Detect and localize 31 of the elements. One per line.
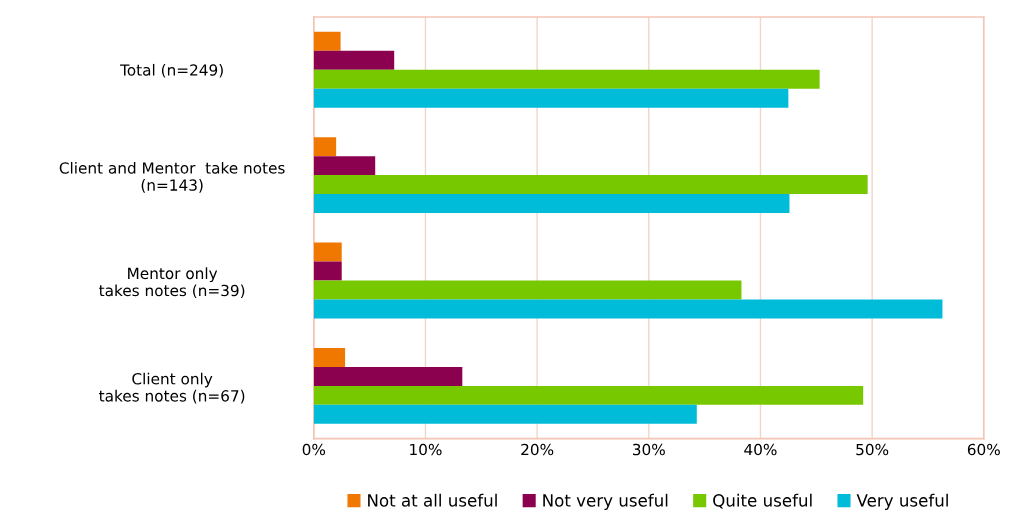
- x-tick-label: 30%: [632, 443, 665, 456]
- legend-label: Not at all useful: [368, 493, 497, 507]
- bar: [313, 175, 868, 195]
- x-tick-label: 40%: [744, 443, 777, 456]
- y-tick-label: Mentor only takes notes (n=39): [99, 267, 245, 299]
- x-tick-label: 60%: [967, 443, 1000, 456]
- bar: [313, 69, 820, 89]
- bar: [313, 385, 864, 405]
- bar: [313, 366, 463, 386]
- legend-label: Very useful: [856, 493, 948, 510]
- y-tick-label: Total (n=249): [120, 63, 223, 78]
- x-tick-label: 0%: [302, 443, 326, 456]
- bar: [313, 194, 790, 214]
- legend-label: Not very useful: [543, 493, 668, 510]
- bar: [313, 156, 376, 176]
- bar: [313, 88, 789, 108]
- bar: [313, 299, 943, 319]
- x-tick-label: 20%: [521, 443, 554, 456]
- bar: [313, 242, 342, 262]
- bar: [313, 137, 337, 157]
- legend-label: Quite useful: [713, 493, 812, 509]
- bar: [313, 50, 395, 70]
- bar: [313, 31, 341, 51]
- bar: [313, 404, 697, 424]
- x-tick-label: 10%: [410, 443, 442, 456]
- y-tick-label: Client only takes notes (n=67): [99, 372, 245, 404]
- bar: [313, 280, 742, 300]
- y-tick-label: Client and Mentor take notes (n=143): [59, 161, 285, 193]
- bar: [313, 261, 342, 281]
- bar: [313, 347, 346, 367]
- x-tick-label: 50%: [856, 443, 889, 456]
